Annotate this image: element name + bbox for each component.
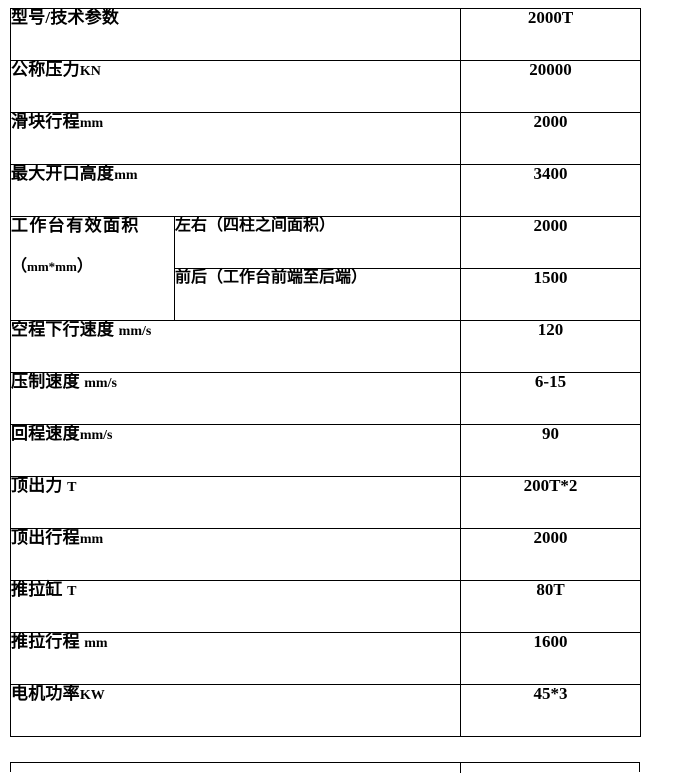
row-label-unit: KW (79, 688, 105, 703)
row-value: 2000 (460, 528, 641, 581)
row-value: 2000T (460, 8, 641, 61)
row-label-unit: mm/s (79, 428, 113, 443)
table-row: 推拉缸 T 80T (10, 580, 641, 633)
row-label: 电机功率KW (10, 684, 461, 737)
row-label: 公称压力KN (10, 60, 461, 113)
row-label: 推拉行程 mm (10, 632, 461, 685)
merged-label-paren-close: ） (76, 257, 93, 275)
row-label-text: 型号/技术参数 (11, 8, 120, 27)
row-label-text: 电机功率 (11, 684, 80, 703)
row-value: 120 (460, 320, 641, 373)
row-label: 压制速度 mm/s (10, 372, 461, 425)
table-row: 顶出力 T 200T*2 (10, 476, 641, 529)
row-label-unit: mm/s (84, 376, 117, 391)
row-label-unit: mm (114, 168, 138, 183)
row-label-text: 推拉行程 (11, 632, 85, 651)
table-next-row-partial (10, 762, 640, 773)
column-divider (460, 763, 461, 773)
table-row: 压制速度 mm/s 6-15 (10, 372, 641, 425)
row-value: 200T*2 (460, 476, 641, 529)
row-label-unit: T (67, 584, 77, 599)
row-label: 空程下行速度 mm/s (10, 320, 461, 373)
row-label-text: 压制速度 (11, 372, 85, 391)
row-value: 6-15 (460, 372, 641, 425)
table-row: 推拉行程 mm 1600 (10, 632, 641, 685)
row-value: 20000 (460, 60, 641, 113)
merged-label-paren-open: （ (11, 257, 28, 275)
table-row-merged-first: 工作台有效面积 （mm*mm） 左右（四柱之间面积） 2000 (10, 216, 641, 321)
row-label: 顶出行程mm (10, 528, 461, 581)
row-label: 顶出力 T (10, 476, 461, 529)
merged-label-line2: （mm*mm） (11, 258, 174, 276)
row-label-merged: 工作台有效面积 （mm*mm） (10, 216, 175, 321)
row-label-unit: mm (84, 636, 108, 651)
row-label: 型号/技术参数 (10, 8, 461, 61)
table-row: 回程速度mm/s 90 (10, 424, 641, 477)
row-label: 滑块行程mm (10, 112, 461, 165)
row-label-unit: mm/s (118, 324, 152, 339)
row-value: 90 (460, 424, 641, 477)
merged-label-line1: 工作台有效面积 (11, 216, 140, 235)
table-row: 滑块行程mm 2000 (10, 112, 641, 165)
table-row: 电机功率KW 45*3 (10, 684, 641, 737)
row-value: 2000 (460, 112, 641, 165)
row-label-unit: mm (79, 116, 104, 131)
row-label: 推拉缸 T (10, 580, 461, 633)
row-value: 1500 (460, 268, 641, 321)
row-label-text: 推拉缸 (11, 580, 68, 599)
technical-parameters-table: 型号/技术参数 2000T 公称压力KN 20000 滑块行程mm 2000 最… (10, 8, 641, 737)
row-value: 80T (460, 580, 641, 633)
row-label: 回程速度mm/s (10, 424, 461, 477)
row-label-text: 滑块行程 (11, 112, 80, 131)
row-label-unit: T (67, 480, 77, 495)
table-row: 顶出行程mm 2000 (10, 528, 641, 581)
row-label-text: 回程速度 (11, 424, 80, 443)
row-value: 2000 (460, 216, 641, 269)
row-label-unit: mm (79, 532, 104, 547)
row-label: 最大开口高度mm (10, 164, 461, 217)
table-row: 最大开口高度mm 3400 (10, 164, 641, 217)
row-value: 3400 (460, 164, 641, 217)
row-label-text: 公称压力 (11, 60, 80, 79)
row-value: 1600 (460, 632, 641, 685)
row-value: 45*3 (460, 684, 641, 737)
row-sublabel: 左右（四柱之间面积） (174, 216, 461, 269)
row-label-text: 空程下行速度 (11, 320, 119, 339)
table-row-merged-second: 前后（工作台前端至后端） 1500 (11, 268, 641, 321)
table-body: 型号/技术参数 2000T 公称压力KN 20000 滑块行程mm 2000 最… (10, 8, 641, 737)
row-label-text: 最大开口高度 (11, 164, 115, 183)
row-sublabel: 前后（工作台前端至后端） (174, 268, 461, 321)
table-row: 公称压力KN 20000 (10, 60, 641, 113)
table-row: 空程下行速度 mm/s 120 (10, 320, 641, 373)
merged-label-unit: mm*mm (27, 258, 77, 274)
row-label-unit: KN (79, 64, 101, 79)
row-label-text: 顶出力 (11, 476, 68, 495)
row-label-text: 顶出行程 (11, 528, 80, 547)
table-row: 型号/技术参数 2000T (10, 8, 641, 61)
